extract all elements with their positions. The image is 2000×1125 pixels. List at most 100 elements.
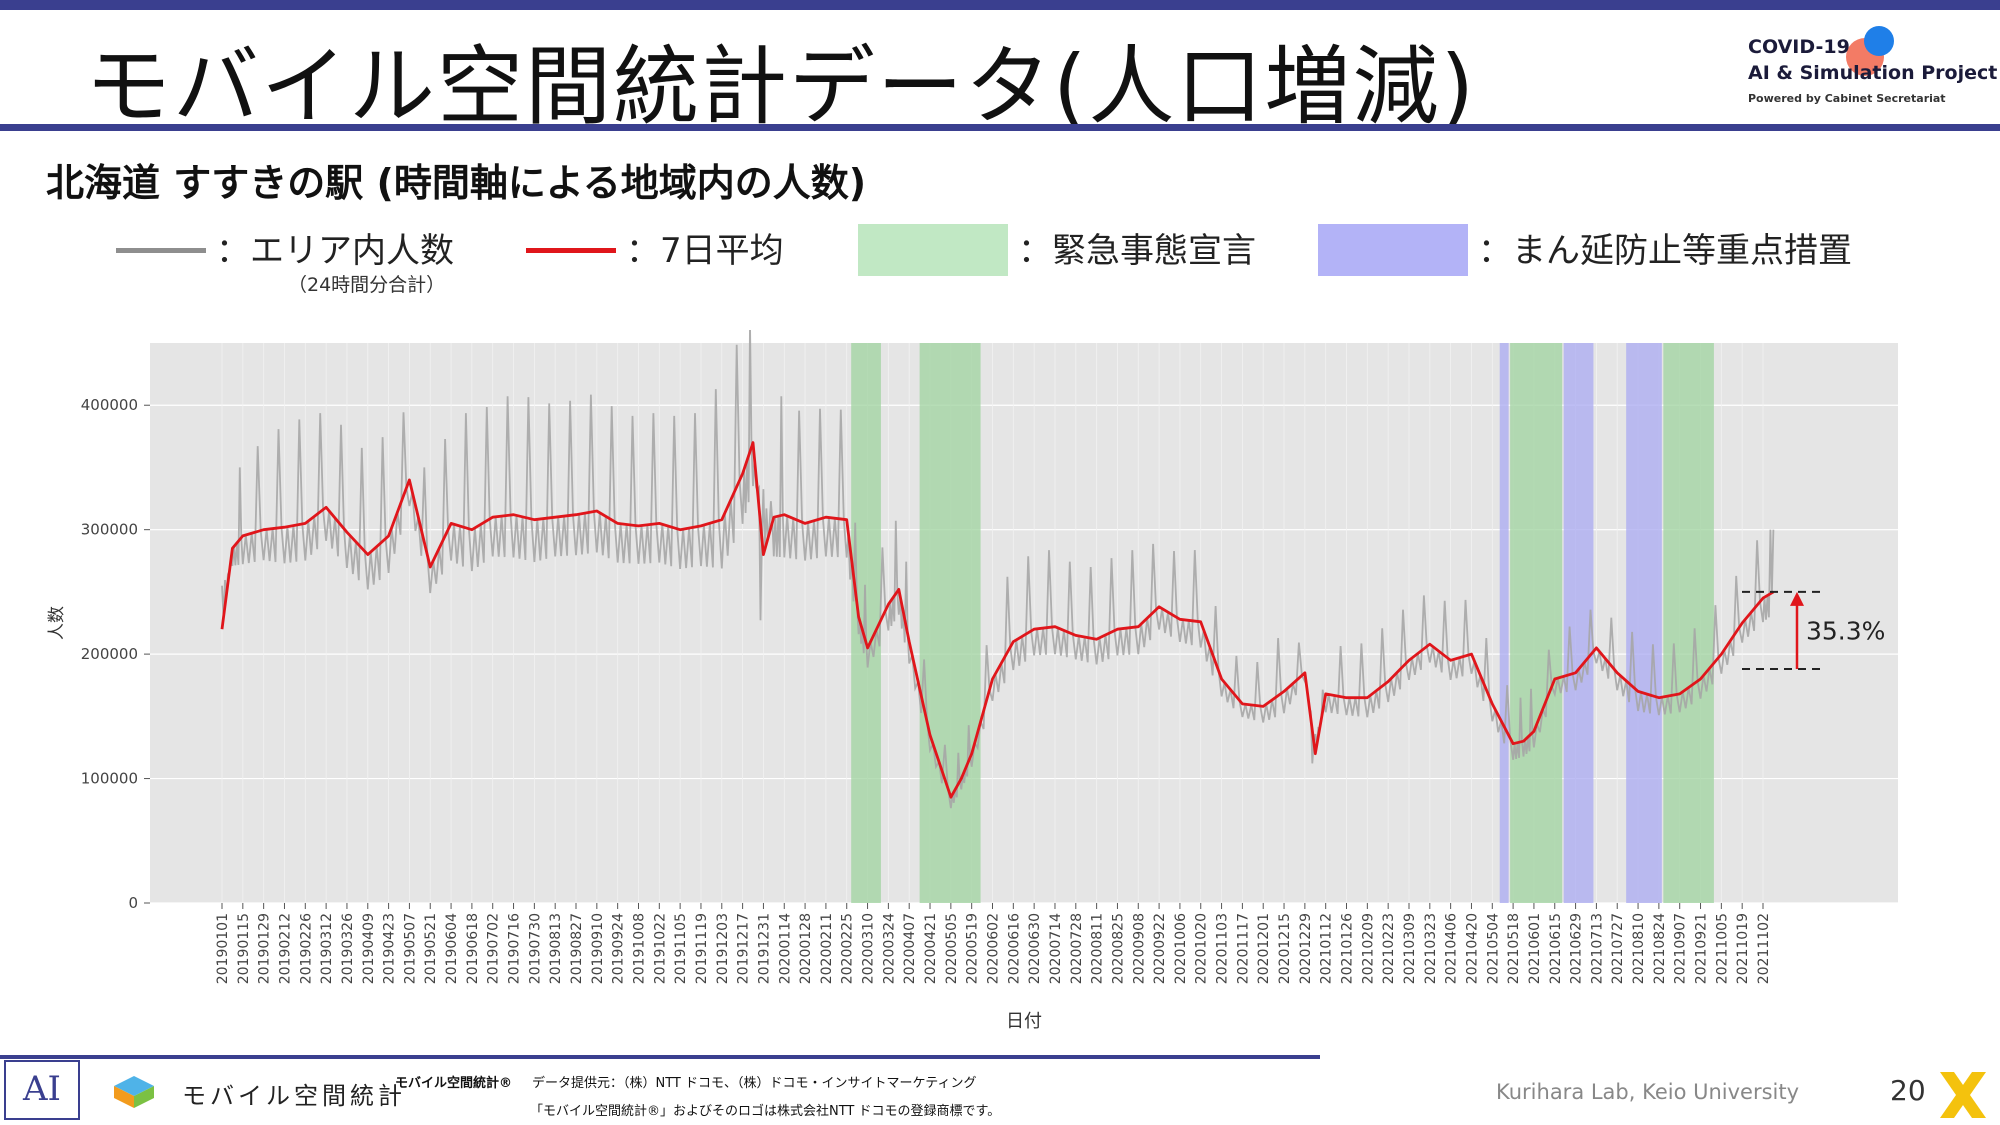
x-tick-label: 20191217 [736, 913, 752, 984]
annotation-label: 35.3% [1806, 616, 1885, 645]
legend-seven-day: ：7日平均 [626, 231, 784, 271]
x-tick-label: 20191008 [632, 913, 648, 984]
footer-rule [0, 1055, 1320, 1059]
logo-line3: Powered by Cabinet Secretariat [1748, 92, 1946, 105]
x-tick-label: 20190924 [611, 913, 627, 984]
legend-area-count: ：エリア内人数 [216, 231, 454, 271]
y-tick-label: 100000 [81, 770, 138, 788]
x-tick-label: 20200811 [1090, 913, 1106, 984]
x-tick-label: 20210727 [1610, 913, 1626, 984]
x-tick-label: 20210713 [1589, 913, 1605, 984]
x-tick-label: 20200630 [1027, 913, 1043, 984]
band-priority [1626, 343, 1662, 903]
x-tick-label: 20200602 [986, 913, 1002, 984]
legend-emergency: ：緊急事態宣言 [1018, 231, 1256, 271]
page-title: モバイル空間統計データ(人口増減) [85, 37, 1477, 137]
y-axis: 0 100000 200000 300000 400000 [81, 396, 150, 912]
lab-credit: Kurihara Lab, Keio University [1496, 1080, 1800, 1104]
x-tick-label: 20191203 [715, 913, 731, 984]
x-tick-label: 20201229 [1298, 913, 1314, 984]
x-tick-label: 20201201 [1256, 913, 1272, 984]
x-tick-label: 20200225 [840, 913, 856, 984]
legend-avg-line-swatch [526, 248, 616, 253]
x-tick-label: 20210223 [1381, 913, 1397, 984]
y-tick-label: 200000 [81, 645, 138, 663]
legend: ：エリア内人数 （24時間分合計） ：7日平均 ：緊急事態宣言 ：まん延防止等重… [0, 218, 2000, 298]
x-tick-label: 20190702 [486, 913, 502, 984]
x-tick-label: 20190226 [298, 913, 314, 984]
x-tick-label: 20210309 [1402, 913, 1418, 984]
band-emergency [919, 343, 981, 903]
legend-priority-swatch [1318, 224, 1468, 276]
x-tick-label: 20200505 [944, 913, 960, 984]
x-tick-label: 20201117 [1235, 913, 1251, 984]
x-tick-label: 20210518 [1506, 913, 1522, 984]
annotation-arrow-head [1790, 591, 1804, 606]
title-rule [0, 124, 2000, 131]
x-tick-label: 20200519 [965, 913, 981, 984]
x-tick-label: 20191105 [673, 913, 689, 984]
mobile-stats-logo-text: モバイル空間統計 [182, 1082, 406, 1110]
x-tick-label: 20190827 [569, 913, 585, 984]
y-tick-label: 400000 [81, 396, 138, 414]
x-tick-label: 20191231 [756, 913, 772, 984]
x-tick-label: 20211102 [1756, 913, 1772, 984]
x-axis-label: 日付 [1006, 1011, 1042, 1032]
band-emergency [1510, 343, 1563, 903]
series-line-seven-day-avg [220, 441, 1775, 799]
band-priority [1563, 343, 1594, 903]
x-tick-label: 20200114 [777, 913, 793, 984]
legend-area-count-note: （24時間分合計） [288, 274, 446, 296]
x-tick-label: 20201006 [1173, 913, 1189, 984]
band-emergency [1663, 343, 1714, 903]
logo-blue-dot [1864, 26, 1894, 56]
legend-priority: ：まん延防止等重点措置 [1478, 231, 1852, 271]
data-source: データ提供元：（株）NTT ドコモ、（株）ドコモ・インサイトマーケティング [532, 1076, 977, 1091]
x-tick-label: 20210406 [1444, 913, 1460, 984]
x-tick-label: 20190716 [507, 913, 523, 984]
x-tick-label: 20210629 [1569, 913, 1585, 984]
x-tick-label: 20190604 [444, 913, 460, 984]
cube-icon [114, 1076, 154, 1108]
series-group [220, 330, 1775, 809]
x-tick-label: 20200714 [1048, 913, 1064, 984]
ai-lab-logo: AI [4, 1060, 80, 1120]
x-tick-label: 20200421 [923, 913, 939, 984]
x-tick-label: 20200211 [819, 913, 835, 984]
x-tick-label: 20190813 [548, 913, 564, 984]
chart-subtitle: 北海道 すすきの駅 (時間軸による地域内の人数) [46, 161, 867, 205]
band-priority [1499, 343, 1509, 903]
x-tick-label: 20210824 [1652, 913, 1668, 984]
page-number: 20 [1890, 1074, 1926, 1107]
x-tick-label: 20190115 [236, 913, 252, 984]
x-tick-label: 20190618 [465, 913, 481, 984]
legend-raw-line-swatch [116, 248, 206, 253]
x-tick-label: 20190521 [423, 913, 439, 984]
footer: AI モバイル空間統計 モバイル空間統計® データ提供元：（株）NTT ドコモ、… [0, 1060, 2000, 1125]
x-tick-label: 20200616 [1006, 913, 1022, 984]
y-axis-label: 人数 [47, 606, 67, 640]
x-tick-label: 20190129 [257, 913, 273, 984]
x-tick-label: 20210810 [1631, 913, 1647, 984]
legend-emergency-swatch [858, 224, 1008, 276]
plot-background [150, 343, 1898, 903]
x-tick-label: 20190101 [215, 913, 231, 984]
x-tick-label: 20200310 [861, 913, 877, 984]
x-tick-label: 20210209 [1360, 913, 1376, 984]
x-tick-label: 20201103 [1215, 913, 1231, 984]
x-tick-label: 20190910 [590, 913, 606, 984]
y-tick-label: 0 [128, 894, 138, 912]
x-tick-label: 20210601 [1527, 913, 1543, 984]
x-tick-label: 20201020 [1194, 913, 1210, 984]
x-tick-label: 20200324 [881, 913, 897, 984]
x-tick-label: 20210112 [1319, 913, 1335, 984]
x-logo-icon [1940, 1072, 1986, 1118]
x-tick-label: 20210907 [1673, 913, 1689, 984]
x-tick-label: 20200728 [1069, 913, 1085, 984]
series-line-area-count [221, 330, 1775, 809]
x-axis: 20190101 20190115 20190129 20190212 20190226… [215, 903, 1772, 984]
x-tick-label: 20211019 [1735, 913, 1751, 984]
x-tick-label: 20200922 [1152, 913, 1168, 984]
x-tick-label: 20210126 [1340, 913, 1356, 984]
